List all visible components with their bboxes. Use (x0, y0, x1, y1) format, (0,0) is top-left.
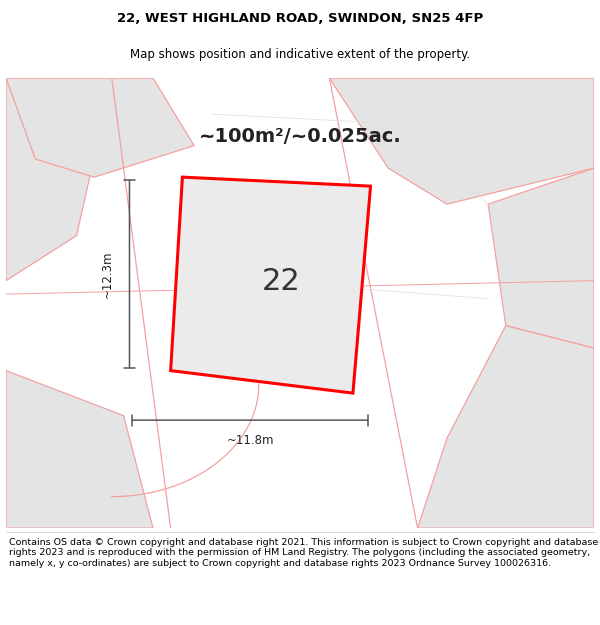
Text: 22: 22 (262, 268, 300, 296)
Polygon shape (6, 371, 153, 528)
Polygon shape (488, 168, 594, 348)
Text: 22, WEST HIGHLAND ROAD, SWINDON, SN25 4FP: 22, WEST HIGHLAND ROAD, SWINDON, SN25 4F… (117, 12, 483, 25)
Text: Contains OS data © Crown copyright and database right 2021. This information is : Contains OS data © Crown copyright and d… (9, 538, 598, 568)
Polygon shape (329, 78, 594, 204)
Polygon shape (418, 326, 594, 528)
Text: ~12.3m: ~12.3m (101, 250, 113, 298)
Text: ~100m²/~0.025ac.: ~100m²/~0.025ac. (199, 127, 401, 146)
Polygon shape (6, 78, 194, 177)
Polygon shape (170, 177, 371, 393)
Text: ~11.8m: ~11.8m (226, 434, 274, 447)
Polygon shape (6, 78, 112, 281)
Text: Map shows position and indicative extent of the property.: Map shows position and indicative extent… (130, 48, 470, 61)
